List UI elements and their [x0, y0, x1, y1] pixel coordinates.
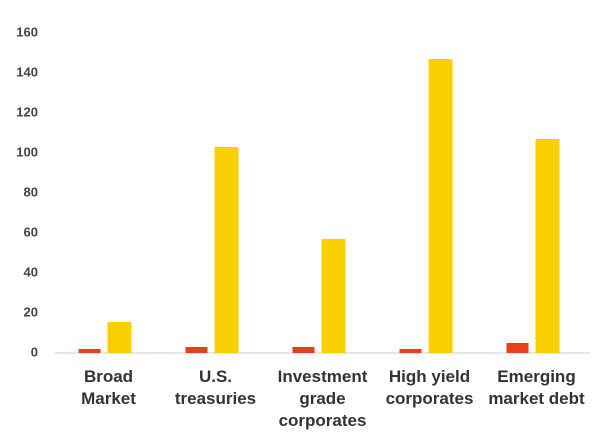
y-tick-label: 120 [16, 104, 38, 119]
bar [428, 59, 453, 353]
y-tick-label: 140 [16, 64, 38, 79]
bar [107, 322, 132, 353]
y-tick-label: 80 [24, 184, 38, 199]
y-tick-label: 100 [16, 144, 38, 159]
bar [535, 139, 560, 353]
bar [214, 147, 239, 353]
y-tick-label: 20 [24, 304, 38, 319]
y-tick-label: 40 [24, 264, 38, 279]
y-tick-label: 60 [24, 224, 38, 239]
y-tick-label: 160 [16, 24, 38, 39]
x-tick-label: U.S. treasuries [174, 367, 257, 408]
x-tick-label: Emerging market debt [488, 367, 585, 408]
bar [78, 349, 101, 353]
bar [292, 347, 315, 353]
x-tick-label: High yield corporates [385, 367, 474, 408]
x-tick-label: Investment grade corporates [277, 367, 368, 430]
bar [185, 347, 208, 353]
x-tick-label: Broad Market [81, 367, 136, 408]
bar [399, 349, 422, 353]
bar [506, 343, 529, 353]
y-tick-label: 0 [31, 344, 38, 359]
bar [321, 239, 346, 353]
